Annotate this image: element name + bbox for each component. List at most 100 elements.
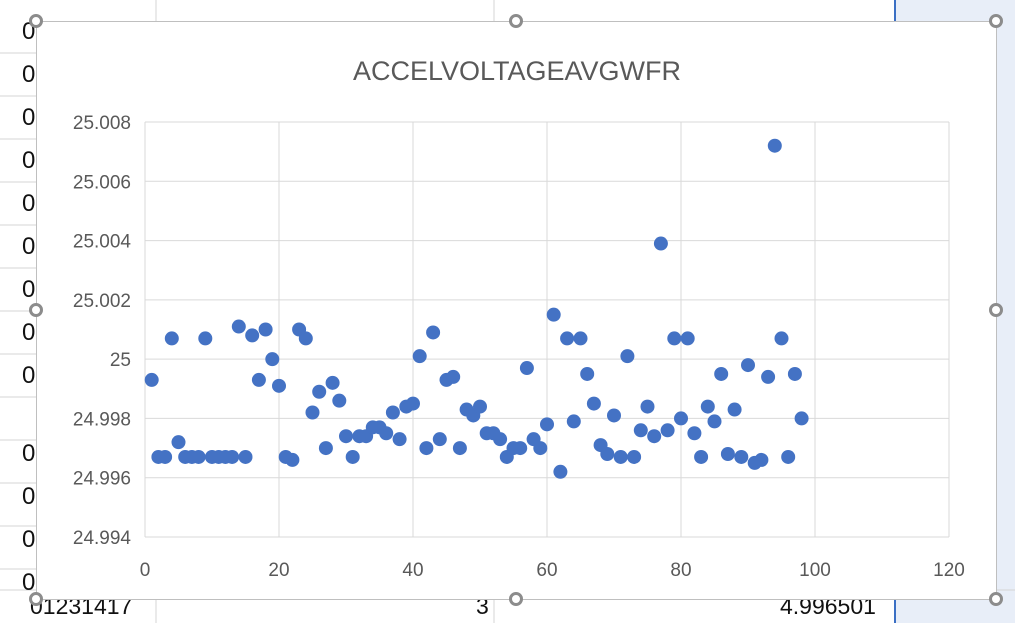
- sheet-cell[interactable]: 0: [22, 61, 36, 88]
- resize-handle-bottom-right[interactable]: [989, 592, 1003, 606]
- sheet-cell[interactable]: 0: [22, 233, 36, 260]
- scatter-chart: ACCELVOLTAGEAVGWFR 24.99424.99624.998252…: [73, 56, 965, 581]
- y-axis-tick-labels: 24.994 24.996 24.998 25 25.002 25.004 25.006 25…: [73, 113, 132, 549]
- data-point: [392, 432, 407, 447]
- data-point: [540, 417, 554, 432]
- data-point: [318, 441, 333, 456]
- data-point: [761, 369, 776, 384]
- resize-handle-bottom-center[interactable]: [509, 592, 523, 606]
- resize-handle-top-right[interactable]: [989, 14, 1003, 28]
- data-point: [412, 349, 427, 364]
- data-point: [767, 138, 782, 153]
- data-point: [627, 449, 642, 464]
- data-point: [406, 396, 420, 411]
- data-point: [714, 366, 729, 381]
- data-point: [345, 449, 360, 464]
- data-point: [754, 452, 769, 467]
- data-point: [580, 366, 595, 381]
- sheet-cell[interactable]: 0: [22, 104, 36, 131]
- data-point: [613, 449, 628, 464]
- data-point: [633, 423, 648, 438]
- data-point: [640, 399, 655, 414]
- data-point: [164, 331, 179, 346]
- data-point: [493, 432, 508, 447]
- x-tick-label: 120: [933, 560, 965, 581]
- sheet-cell[interactable]: 0: [22, 147, 36, 174]
- y-tick-label: 25.002: [73, 291, 131, 312]
- data-point: [553, 464, 568, 479]
- data-point: [446, 369, 461, 384]
- resize-handle-middle-right[interactable]: [989, 303, 1003, 317]
- data-point: [158, 449, 173, 464]
- resize-handle-top-left[interactable]: [29, 14, 43, 28]
- data-point: [720, 447, 735, 461]
- y-tick-label: 25: [110, 350, 131, 371]
- data-point: [191, 449, 206, 464]
- chart-title: ACCELVOLTAGEAVGWFR: [353, 56, 681, 86]
- data-point: [225, 449, 240, 464]
- data-point: [774, 331, 789, 346]
- data-point: [426, 325, 441, 340]
- x-tick-label: 0: [140, 560, 151, 581]
- resize-handle-bottom-left[interactable]: [29, 592, 43, 606]
- data-point: [171, 435, 186, 450]
- data-point: [298, 331, 313, 346]
- data-point: [607, 408, 621, 423]
- data-point: [794, 411, 809, 426]
- data-point: [332, 393, 347, 408]
- data-point: [285, 452, 300, 467]
- data-point: [144, 372, 159, 387]
- chart-object[interactable]: ACCELVOLTAGEAVGWFR 24.994 24.996 24.998 25 2…: [36, 21, 997, 600]
- sheet-cell[interactable]: 0: [22, 440, 36, 467]
- resize-handle-middle-left[interactable]: [29, 303, 43, 317]
- y-tick-label: 25.008: [73, 113, 131, 134]
- data-point: [674, 411, 688, 426]
- data-point: [680, 331, 695, 346]
- sheet-cell[interactable]: 0: [22, 362, 36, 389]
- data-point: [546, 307, 561, 322]
- data-point: [560, 331, 575, 346]
- data-point: [339, 429, 353, 444]
- resize-handle-top-center[interactable]: [509, 14, 523, 28]
- data-point: [258, 322, 273, 337]
- data-point: [379, 426, 394, 441]
- data-point: [312, 384, 327, 399]
- data-point: [573, 331, 588, 346]
- data-point: [653, 236, 668, 251]
- data-point: [707, 414, 722, 429]
- data-point: [566, 414, 581, 429]
- sheet-cell[interactable]: 0: [22, 319, 36, 346]
- data-point: [727, 402, 742, 417]
- sheet-cell[interactable]: 0: [22, 483, 36, 510]
- sheet-cell[interactable]: 0: [22, 276, 36, 303]
- data-point: [519, 361, 534, 376]
- x-tick-label: 20: [268, 560, 289, 581]
- data-point: [385, 405, 400, 420]
- y-tick-label: 25.004: [73, 232, 132, 253]
- data-point: [660, 423, 675, 438]
- data-point: [694, 449, 709, 464]
- data-point: [667, 331, 682, 346]
- data-point: [620, 349, 635, 364]
- x-tick-label: 100: [799, 560, 831, 581]
- data-point: [700, 399, 715, 414]
- data-point: [533, 441, 548, 456]
- data-point: [647, 429, 662, 444]
- sheet-cell[interactable]: 0: [22, 526, 36, 553]
- data-point: [781, 449, 796, 464]
- data-point: [586, 396, 601, 411]
- data-point: [419, 441, 434, 456]
- data-point: [325, 375, 340, 390]
- x-axis-tick-labels: 0 20 40 60 80 100 120: [140, 560, 965, 581]
- data-point: [787, 366, 802, 381]
- sheet-cell[interactable]: 0: [22, 569, 36, 596]
- data-point: [231, 319, 246, 334]
- x-tick-label: 80: [670, 560, 691, 581]
- data-point: [741, 358, 755, 373]
- y-tick-label: 24.994: [73, 528, 132, 549]
- x-tick-label: 40: [402, 560, 423, 581]
- data-point: [265, 352, 280, 367]
- y-tick-label: 24.998: [73, 409, 131, 430]
- data-point: [432, 432, 447, 447]
- sheet-cell[interactable]: 0: [22, 190, 36, 217]
